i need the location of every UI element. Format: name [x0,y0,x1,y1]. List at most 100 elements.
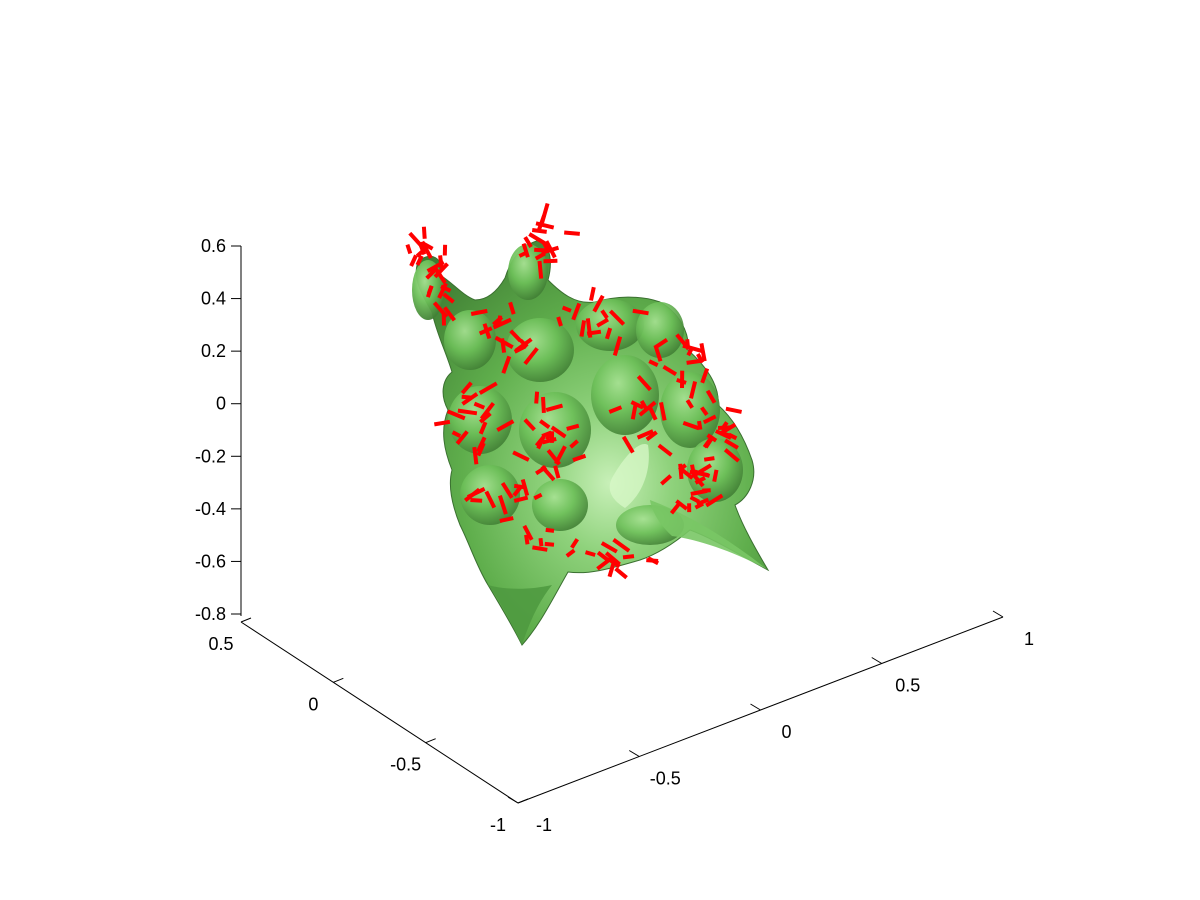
normal-vector [521,242,530,258]
surface-highlight [609,444,649,508]
y-axis-ticks: -1 -0.5 0 0.5 [208,617,529,835]
normal-vector [630,403,638,420]
normal-vector [501,355,512,374]
normal-vector [565,548,576,558]
normal-vector [472,446,479,465]
normal-vector [478,421,488,435]
normal-vector [554,445,567,465]
normal-vector [538,537,544,547]
normal-vector [470,308,488,316]
surface-lobe [636,302,684,358]
normal-vector [648,359,659,368]
z-axis-ticks: -0.8 -0.6 -0.4 -0.2 0 0.2 0.4 0.6 [195,236,241,624]
normal-vector [409,254,418,267]
normal-vector [415,246,428,258]
normal-vector [524,534,530,545]
surface-lobe [576,299,644,351]
z-tick-label: -0.8 [195,604,226,624]
normal-vector [703,456,715,462]
x-tick-mark [750,703,761,711]
normal-vector [405,243,413,255]
normal-vector [600,541,618,554]
normal-vector [604,551,621,566]
normal-vector [564,230,580,236]
normal-vector [607,561,616,578]
x-axis-ticks: -1 -0.5 0 0.5 1 [507,610,1034,835]
normal-vector [460,381,473,395]
x-tick-mark [628,750,640,757]
normal-vector [457,408,478,416]
z-tick-label: -0.4 [195,499,226,519]
normal-vector [461,392,479,406]
normal-vector [622,554,635,560]
normal-vector [689,495,701,504]
normal-vector [608,405,623,414]
normal-vector [596,550,611,563]
z-tick-label: 0.2 [201,341,226,361]
normal-vector [541,436,557,445]
normal-vector [534,391,540,404]
normal-vector [421,226,427,239]
normal-vector [720,430,733,439]
normal-vector [705,493,724,508]
normal-vector [536,437,545,450]
normal-vector [723,448,740,463]
surface-lobe [532,479,588,531]
normal-vector [432,301,449,319]
z-tick-label: 0.4 [201,289,226,309]
normal-vector [491,315,504,327]
normal-vector [422,241,434,251]
isosurface [412,239,770,646]
z-tick-label: 0 [216,394,226,414]
normal-vector [678,463,687,472]
y-tick-mark [240,617,252,623]
normal-vector [702,414,717,425]
normal-vector [685,399,694,409]
normal-vector [561,305,572,313]
normal-vector [662,364,678,377]
normal-vector [569,439,579,449]
normal-vector [520,478,530,497]
normal-vector [426,285,434,298]
normal-vector [478,381,498,395]
x-tick-label: -0.5 [650,769,681,789]
x-tick-mark [992,610,1004,618]
normal-vector [513,495,529,503]
normal-vector [544,541,555,547]
normal-vector [532,545,548,552]
normal-vector [473,401,486,410]
normal-vector [636,375,652,392]
normal-vector [725,406,742,414]
normal-vector [443,306,456,322]
normal-vector [533,492,543,501]
normal-vector [523,236,533,249]
axes: -0.8 -0.6 -0.4 -0.2 0 0.2 0.4 0.6 -1 -0.5 0 0.5 -1… [195,236,1034,835]
normal-vector [720,421,729,431]
normal-vector [553,465,561,479]
normal-vector [433,262,449,279]
normal-vector [432,265,447,284]
normal-vector [513,483,525,490]
normal-vector [492,317,512,330]
normal-vector [592,294,605,313]
normal-vector [470,498,483,503]
normal-vector [689,381,698,399]
normal-vector [604,327,613,340]
normal-vector [455,430,469,445]
x-tick-label: -1 [536,815,552,835]
normal-vector [699,343,707,362]
normal-vector [682,421,700,431]
normal-vector [612,336,623,356]
normal-vector [545,431,553,441]
normal-vector [466,487,486,499]
surface-lobe [591,355,659,435]
y-axis-line [240,621,519,804]
normal-vector [689,469,709,478]
surface-tail [488,585,552,645]
normal-vector [499,516,514,523]
normal-vector [621,435,635,454]
normal-vector [537,260,544,279]
normal-vector [584,550,596,557]
normal-vector [451,430,462,438]
normal-vector [657,443,673,457]
